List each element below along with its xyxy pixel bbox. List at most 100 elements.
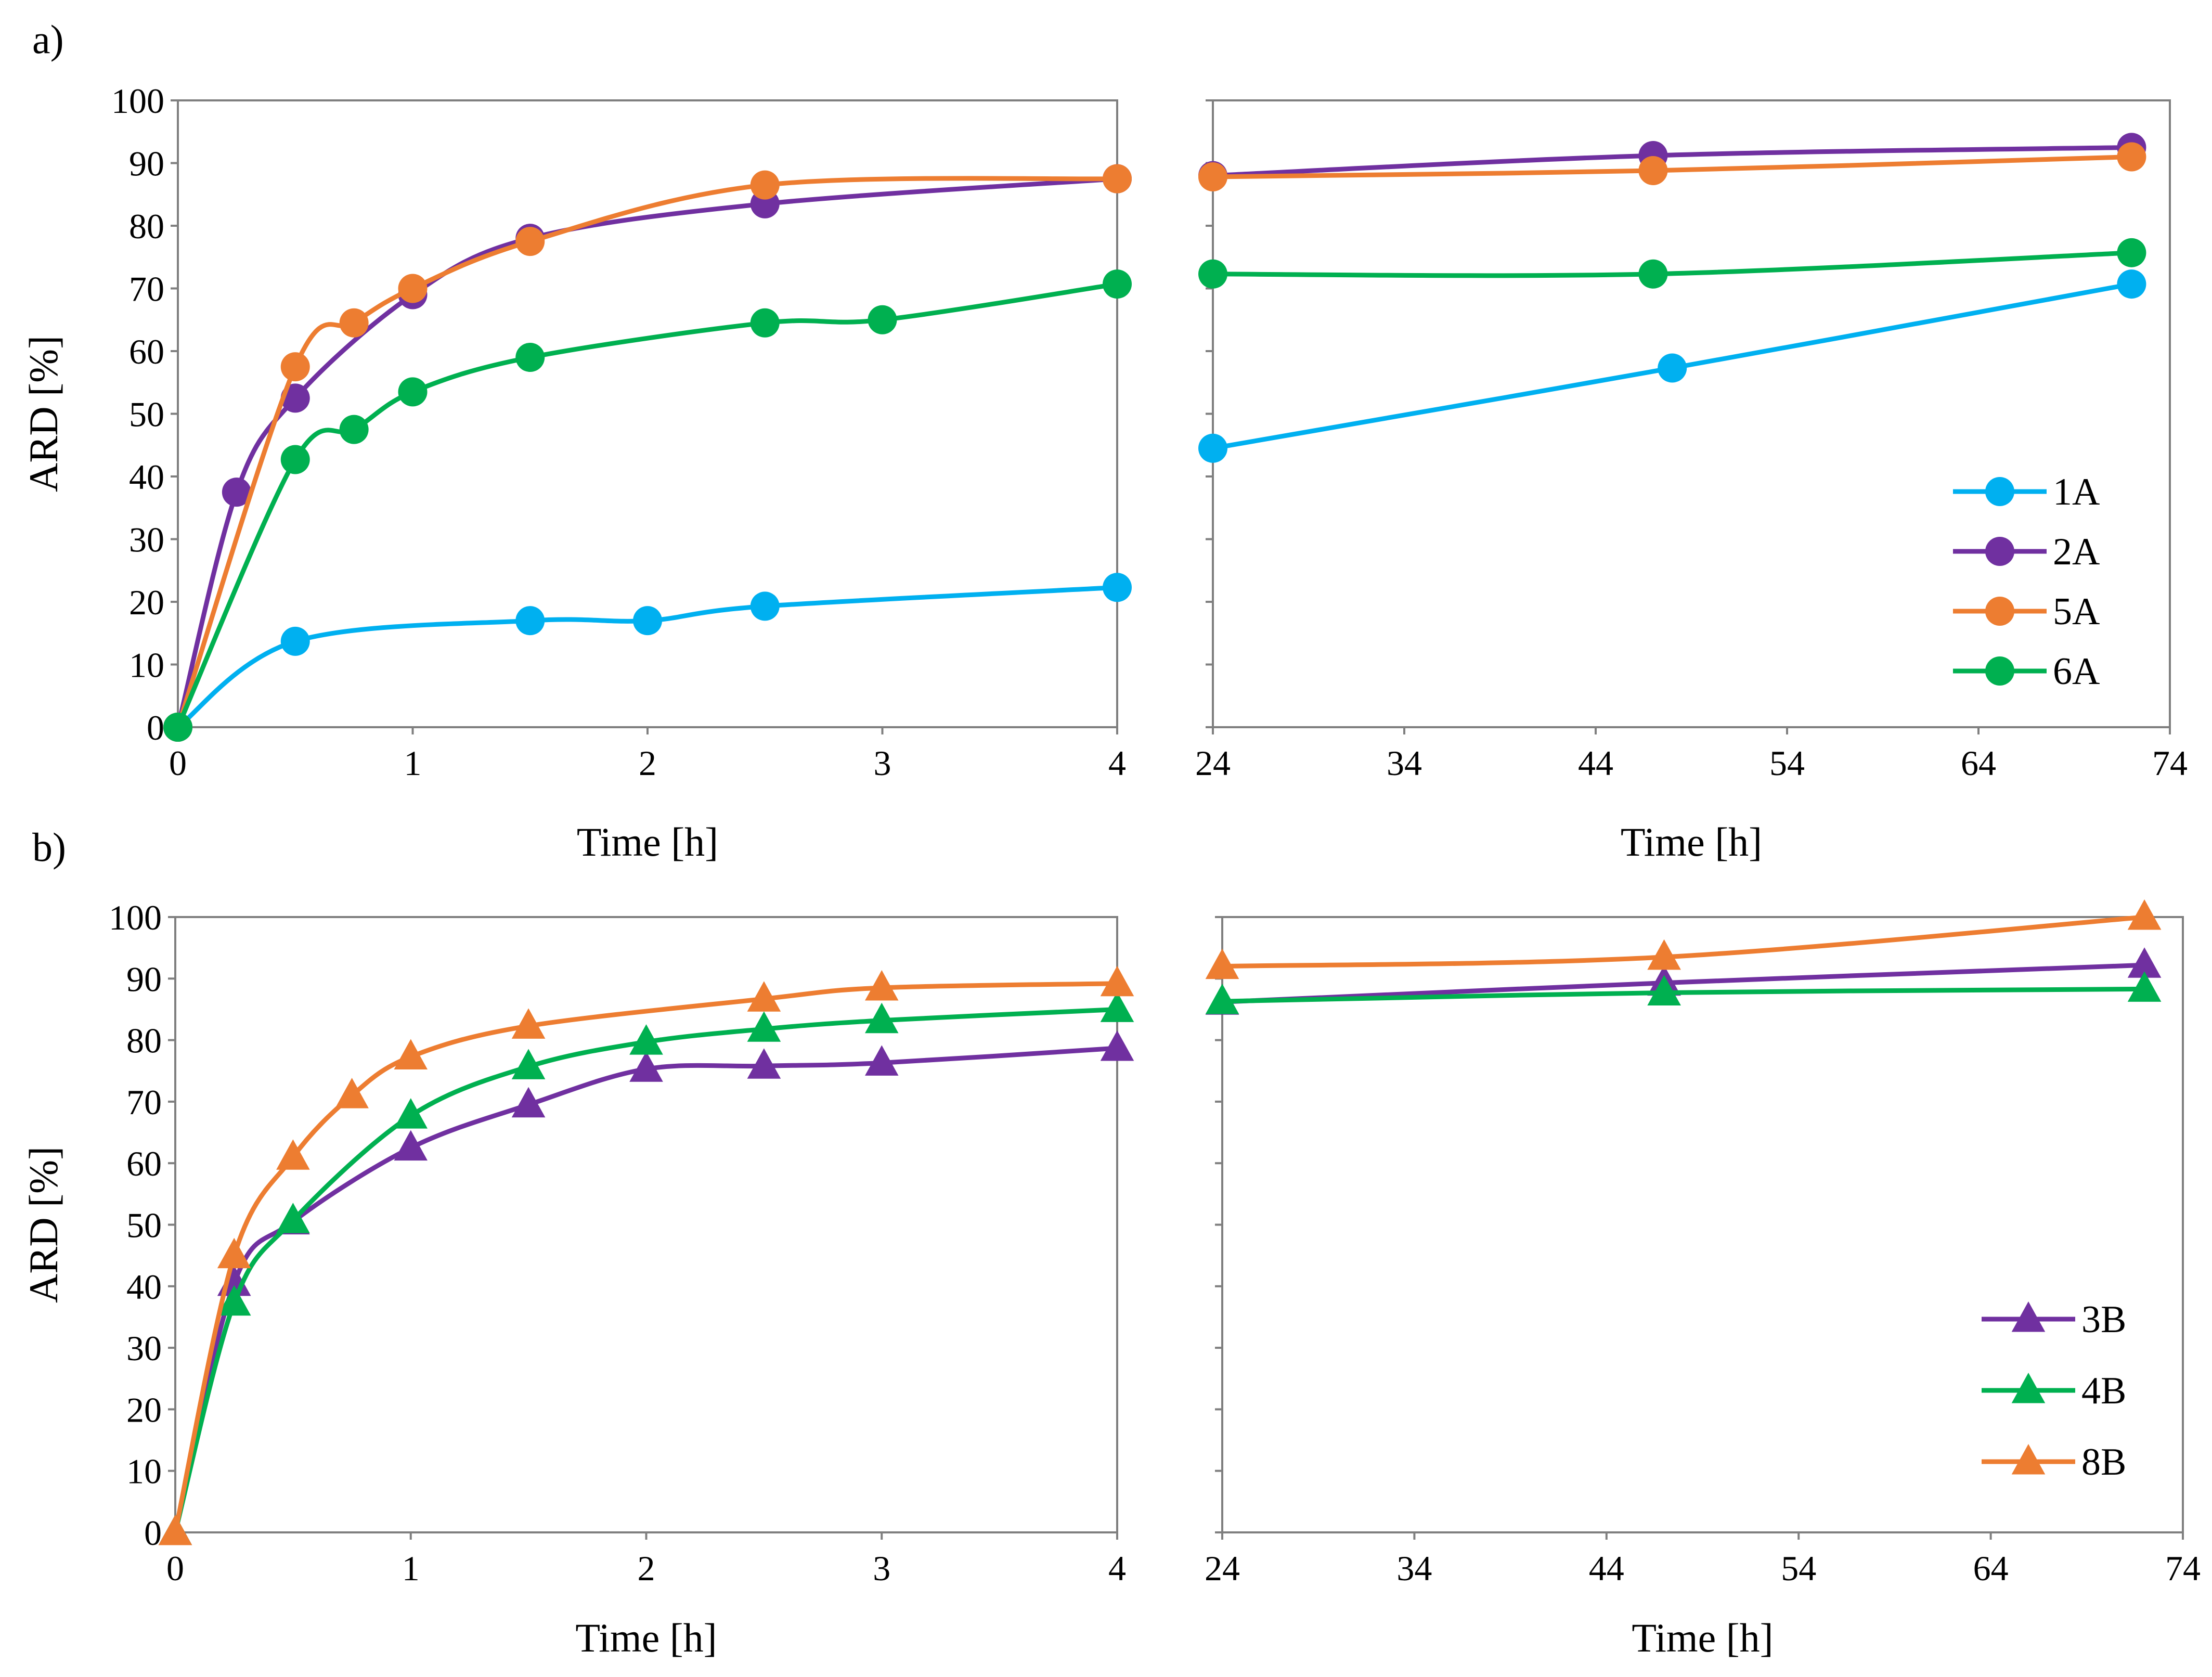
x-tick-label: 1: [404, 743, 422, 783]
data-point: [163, 713, 192, 742]
subplot-late: 24 34 44 54 64 74 Time [h] 1A 2A 5A 6A: [1195, 99, 2188, 865]
data-point: [1198, 162, 1227, 192]
y-tick-label: 80: [129, 207, 164, 246]
legend-item-3b: 3B: [1982, 1298, 2126, 1341]
x-tick-label: 3: [874, 743, 891, 783]
x-tick-label: 64: [1973, 1549, 2009, 1588]
legend-item-5a: 5A: [1953, 590, 2100, 633]
y-tick-label: 100: [109, 898, 162, 937]
series-1a: [1198, 269, 2146, 463]
legend-item-4b: 4B: [1982, 1370, 2126, 1412]
x-axis-title: Time [h]: [577, 819, 718, 865]
x-tick-label: 54: [1781, 1549, 1816, 1588]
x-tick-label: 4: [1108, 743, 1126, 783]
legend-marker: [1985, 537, 2014, 566]
data-point: [1103, 164, 1132, 194]
data-point: [750, 170, 780, 200]
subplot-early: 0 10 20 30 40 50 60 70 80 90 100 0 1 2 3 4 Time [h]: [111, 81, 1132, 865]
data-point: [1198, 433, 1227, 463]
series-5a: [1198, 142, 2146, 192]
y-tick-label: 30: [126, 1328, 162, 1368]
data-point: [339, 308, 369, 338]
legend-label: 3B: [2081, 1298, 2126, 1341]
legend-marker: [1985, 656, 2014, 686]
data-point: [394, 1098, 428, 1129]
y-tick-label: 100: [111, 81, 164, 121]
x-tick-label: 0: [169, 743, 187, 783]
data-point: [1647, 939, 1681, 970]
data-point: [868, 305, 897, 334]
data-point: [2117, 238, 2146, 267]
data-point: [1658, 353, 1687, 383]
y-tick-label: 20: [129, 583, 164, 622]
x-tick-label: 74: [2152, 743, 2188, 783]
legend-marker: [1985, 597, 2014, 626]
series-line: [175, 176, 1120, 730]
x-tick-label: 24: [1195, 743, 1231, 783]
data-point: [335, 1078, 369, 1108]
y-axis-title: ARD [%]: [21, 1146, 66, 1303]
x-tick-label: 0: [166, 1549, 184, 1588]
subplot-late: 24 34 44 54 64 74 Time [h] 3B 4B 8B: [1205, 899, 2201, 1660]
x-axis-title: Time [h]: [575, 1615, 717, 1660]
series-1a: [163, 573, 1132, 742]
data-point: [2117, 142, 2146, 172]
y-tick-label: 70: [129, 269, 164, 309]
y-tick-label: 80: [126, 1021, 162, 1061]
subplot-early: 0 10 20 30 40 50 60 70 80 90 100 0 1 2 3 4 Time [h]: [109, 898, 1134, 1660]
y-tick-label: 90: [126, 959, 162, 999]
series-line: [175, 281, 1120, 730]
y-tick-label: 10: [126, 1452, 162, 1491]
y-tick-label: 60: [129, 332, 164, 371]
data-point: [747, 1011, 781, 1042]
series-5a: [163, 164, 1132, 742]
y-tick-label: 30: [129, 520, 164, 560]
y-tick-label: 40: [129, 457, 164, 497]
data-point: [1103, 269, 1132, 299]
x-tick-label: 2: [638, 1549, 655, 1588]
data-point: [217, 1285, 251, 1316]
x-tick-label: 4: [1108, 1549, 1126, 1588]
data-point: [515, 227, 545, 256]
legend-item-6a: 6A: [1953, 650, 2100, 693]
data-point: [865, 1045, 899, 1076]
data-point: [276, 1139, 310, 1170]
data-point: [750, 591, 780, 621]
data-point: [1198, 259, 1227, 289]
series-2a: [163, 164, 1132, 742]
plot-frame: [1221, 916, 2184, 1533]
legend-marker: [1985, 477, 2014, 506]
y-tick-label: 70: [126, 1082, 162, 1122]
x-tick-label: 34: [1387, 743, 1422, 783]
data-point: [747, 981, 781, 1012]
x-tick-label: 44: [1589, 1549, 1624, 1588]
data-point: [2117, 269, 2146, 299]
data-point: [280, 352, 310, 382]
series-line: [1220, 914, 2147, 969]
data-point: [747, 1048, 781, 1079]
series-8b: [1205, 899, 2162, 979]
data-point: [1647, 975, 1681, 1005]
data-point: [515, 343, 545, 372]
data-point: [2127, 899, 2162, 930]
y-axis-title: ARD [%]: [21, 336, 66, 492]
legend-item-8b: 8B: [1982, 1441, 2126, 1484]
x-tick-label: 1: [402, 1549, 420, 1588]
x-tick-label: 3: [873, 1549, 890, 1588]
data-point: [629, 1024, 663, 1055]
data-point: [865, 970, 899, 1001]
series-6a: [163, 269, 1132, 742]
y-tick-label: 90: [129, 144, 164, 184]
legend-label: 4B: [2081, 1370, 2126, 1412]
series-4b: [158, 991, 1134, 1545]
series-3b: [158, 1030, 1134, 1545]
legend: 3B 4B 8B: [1982, 1298, 2126, 1484]
data-point: [398, 274, 428, 303]
data-point: [280, 626, 310, 656]
series-line: [175, 176, 1120, 730]
series-6a: [1198, 238, 2146, 289]
data-point: [217, 1237, 251, 1269]
x-axis-title: Time [h]: [1632, 1615, 1773, 1660]
y-tick-label: 20: [126, 1390, 162, 1429]
